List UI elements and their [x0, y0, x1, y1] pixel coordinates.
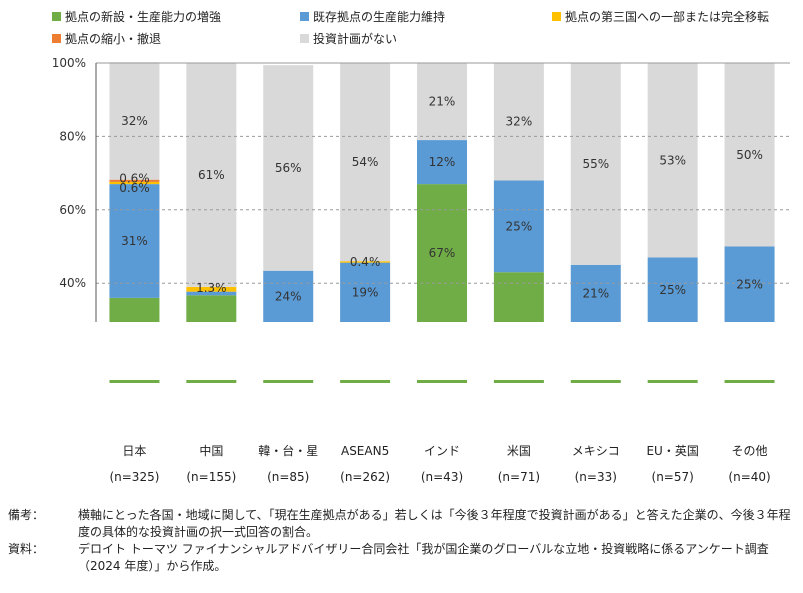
legend-label: 拠点の縮小・撤退 — [65, 32, 162, 46]
remarks-text: 横軸にとった各国・地域に関して、「現在生産拠点がある」若しくは「今後３年程度で投… — [78, 508, 791, 539]
x-sample-size-label: (n=155) — [186, 470, 236, 484]
bar-segment — [109, 62, 160, 180]
x-sample-size-label: (n=33) — [575, 470, 617, 484]
x-sample-size-label: (n=325) — [109, 470, 159, 484]
legend-swatch — [300, 34, 309, 43]
bar-segment — [340, 63, 391, 262]
legend-label: 既存拠点の生産能力維持 — [313, 10, 446, 24]
bar-segment — [493, 63, 544, 181]
data-label: 24% — [275, 289, 302, 303]
bar-segment — [724, 63, 775, 247]
x-sample-size-label: (n=71) — [498, 470, 540, 484]
data-label: 67% — [429, 246, 456, 260]
legend-label: 拠点の第三国への一部または完全移転 — [565, 10, 770, 24]
bar-segment — [109, 184, 160, 298]
bar-segment — [186, 63, 237, 287]
bar-segment — [186, 291, 237, 296]
source-row: 資料： デロイト トーマツ ファイナンシャルアドバイザリー合同会社「我が国企業の… — [8, 541, 798, 575]
x-category-label: 米国 — [507, 444, 531, 458]
x-sample-size-label: (n=57) — [652, 470, 694, 484]
x-category-label: 中国 — [199, 443, 223, 458]
x-category-label: 日本 — [122, 444, 146, 458]
legend-swatch — [52, 12, 61, 21]
legend-swatch — [552, 12, 561, 21]
data-label: 12% — [429, 155, 456, 169]
bar-segment — [109, 181, 160, 185]
source-text: デロイト トーマツ ファイナンシャルアドバイザリー合同会社「我が国企業のグローバ… — [78, 542, 769, 573]
remarks-label: 備考： — [8, 508, 45, 522]
bar-segment — [570, 63, 621, 265]
data-label: 0.6% — [119, 181, 150, 195]
x-category-label: ASEAN5 — [341, 444, 389, 458]
x-category-label: インド — [424, 444, 460, 458]
legend-swatch — [300, 12, 309, 21]
data-label: 25% — [506, 219, 533, 233]
data-label: 0.6% — [119, 172, 150, 186]
data-label: 0.4% — [350, 255, 381, 269]
legend-item: 拠点の新設・生産能力の増強 — [52, 10, 221, 24]
data-label: 54% — [352, 155, 379, 169]
data-label: 31% — [121, 234, 148, 248]
bar-segment — [417, 140, 467, 185]
bar-segment — [417, 63, 467, 141]
legend-label: 拠点の新設・生産能力の増強 — [65, 10, 222, 24]
legend-item: 既存拠点の生産能力維持 — [300, 10, 445, 24]
data-label: 25% — [659, 283, 686, 297]
chart-notes: 備考： 横軸にとった各国・地域に関して、「現在生産拠点がある」若しくは「今後３年… — [8, 507, 798, 575]
data-label: 32% — [506, 115, 533, 129]
legend-label: 投資計画がない — [313, 32, 398, 46]
lower-area — [0, 383, 803, 500]
data-label: 61% — [198, 168, 225, 182]
x-category-label: その他 — [732, 444, 768, 458]
data-label: 56% — [275, 161, 302, 175]
x-sample-size-label: (n=43) — [421, 470, 463, 484]
bar-segment — [647, 63, 698, 258]
x-sample-size-label: (n=262) — [340, 470, 390, 484]
data-label: 21% — [429, 95, 456, 109]
bar-segment — [340, 261, 391, 263]
stacked-bar-chart: 40% 60% 80% 100% 31% 0.6%0.6% 32% 1.3% 61% 24% 56%… — [0, 56, 803, 500]
remarks-row: 備考： 横軸にとった各国・地域に関して、「現在生産拠点がある」若しくは「今後３年… — [8, 507, 798, 541]
data-label: 1.3% — [196, 281, 227, 295]
axis-break-band — [0, 322, 803, 380]
legend-item: 拠点の縮小・撤退 — [52, 32, 161, 46]
y-tick-label: 100% — [52, 56, 86, 70]
legend-item: 拠点の第三国への一部または完全移転 — [552, 10, 769, 24]
data-label: 25% — [736, 277, 763, 291]
x-category-label: EU・英国 — [646, 444, 698, 458]
data-label: 32% — [121, 114, 148, 128]
x-sample-size-label: (n=85) — [267, 470, 309, 484]
x-category-label: 韓・台・星 — [258, 443, 318, 458]
data-label: 53% — [659, 153, 686, 167]
bar-segment — [493, 180, 544, 273]
data-label: 19% — [352, 285, 379, 299]
bar-segment — [263, 65, 314, 271]
bar-segment — [340, 262, 391, 333]
legend-swatch — [52, 34, 61, 43]
y-tick-label: 80% — [59, 129, 86, 143]
source-label: 資料： — [8, 542, 45, 556]
x-sample-size-label: (n=40) — [728, 470, 770, 484]
data-label: 50% — [736, 148, 763, 162]
x-category-label: メキシコ — [572, 444, 620, 458]
legend-item: 投資計画がない — [300, 32, 397, 46]
data-label: 21% — [582, 286, 609, 300]
y-tick-label: 60% — [59, 203, 86, 217]
y-tick-label: 40% — [59, 276, 86, 290]
bar-segment — [186, 286, 237, 292]
data-label: 55% — [582, 157, 609, 171]
bar-segment — [109, 179, 160, 182]
